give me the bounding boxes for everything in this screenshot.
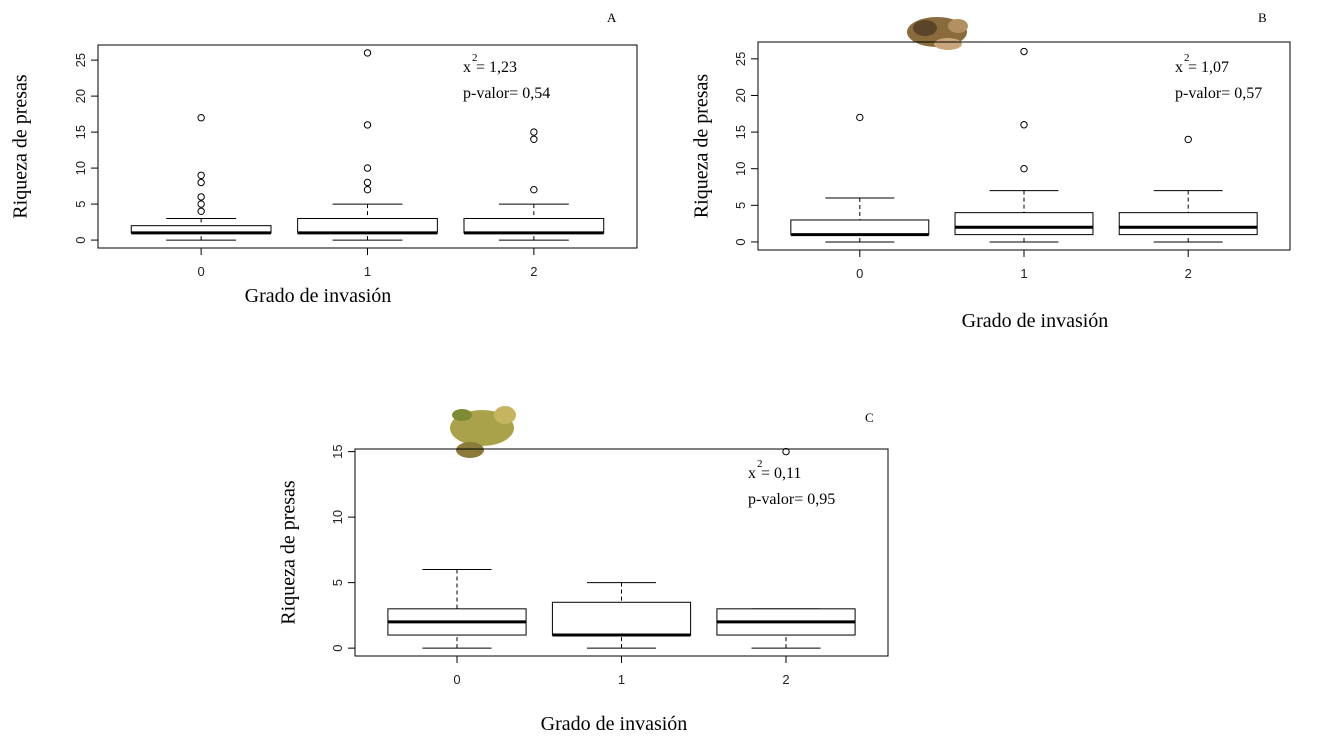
y-axis-title: Riqueza de presas xyxy=(10,74,32,219)
box xyxy=(954,212,1094,236)
p-value: p-valor= 0,54 xyxy=(463,85,550,102)
outlier xyxy=(530,135,538,144)
outlier xyxy=(363,121,372,129)
x-tick-label: 0 xyxy=(453,672,460,687)
box xyxy=(297,217,438,234)
outlier xyxy=(363,185,372,194)
outlier xyxy=(856,113,864,122)
y-tick-label: 10 xyxy=(330,510,345,524)
y-axis-title: Riqueza de presas xyxy=(278,480,300,625)
x-axis-title: Grado de invasión xyxy=(541,713,688,735)
box xyxy=(463,217,605,234)
box xyxy=(790,219,930,236)
frog-icon-c xyxy=(450,406,516,458)
p-value: p-valor= 0,57 xyxy=(1175,85,1262,102)
y-tick-label: 15 xyxy=(73,125,88,139)
y-tick-label: 0 xyxy=(330,645,345,652)
box xyxy=(1118,212,1258,236)
x-tick-label: 1 xyxy=(364,264,371,279)
x-tick-label: 1 xyxy=(1020,266,1027,281)
box xyxy=(551,601,692,636)
outlier xyxy=(197,114,205,122)
outlier xyxy=(197,207,205,215)
outlier xyxy=(197,178,205,187)
outlier xyxy=(1184,135,1192,144)
stat-exponent: 2 xyxy=(757,458,763,470)
p-value: p-valor= 0,95 xyxy=(748,491,835,508)
outlier xyxy=(782,447,790,456)
plot-frame xyxy=(97,44,638,249)
y-axis-title: Riqueza de presas xyxy=(691,74,713,219)
y-tick-label: 15 xyxy=(733,125,748,139)
stat-symbol: x xyxy=(1175,59,1183,76)
outlier xyxy=(1020,165,1028,173)
outlier xyxy=(530,128,538,136)
panel: 0 5 10 15 20 25 0 1 2 B Riqueza de presas Grado de … xyxy=(691,10,1291,332)
y-tick-label: 25 xyxy=(73,53,88,67)
outlier xyxy=(363,164,372,172)
outlier xyxy=(197,171,205,179)
outlier xyxy=(197,200,205,208)
x-tick-label: 1 xyxy=(618,672,625,687)
y-tick-label: 10 xyxy=(73,161,88,175)
outlier xyxy=(1020,47,1028,56)
outlier xyxy=(1020,121,1028,129)
x-tick-label: 2 xyxy=(782,672,789,687)
stat-symbol: x xyxy=(463,59,471,76)
y-tick-label: 10 xyxy=(733,161,748,175)
outlier xyxy=(197,193,205,201)
stat-exponent: 2 xyxy=(1184,52,1190,64)
panel-label: A xyxy=(607,10,617,25)
panel: 0 5 10 15 0 1 2 C Riqueza de presas Grado de inva… xyxy=(278,410,889,735)
x-axis-title: Grado de invasión xyxy=(245,285,392,307)
outlier xyxy=(363,178,372,187)
y-tick-label: 20 xyxy=(733,88,748,102)
x-tick-label: 0 xyxy=(856,266,863,281)
outlier xyxy=(363,49,372,57)
y-tick-label: 5 xyxy=(73,200,88,207)
panel-label: C xyxy=(865,410,874,425)
outlier xyxy=(530,185,538,194)
panel: 0 5 10 15 20 25 0 1 2 A Riqueza de presas Grado de … xyxy=(10,10,638,307)
y-tick-label: 0 xyxy=(733,238,748,245)
x-axis-title: Grado de invasión xyxy=(962,310,1109,332)
stat-value: = 0,11 xyxy=(761,465,801,482)
x-tick-label: 2 xyxy=(530,264,537,279)
stat-value: = 1,07 xyxy=(1188,59,1229,76)
frog-icon-b xyxy=(907,17,968,50)
y-tick-label: 20 xyxy=(73,89,88,103)
x-tick-label: 0 xyxy=(198,264,205,279)
y-tick-label: 0 xyxy=(73,236,88,243)
y-tick-label: 25 xyxy=(733,52,748,66)
stat-symbol: x xyxy=(748,465,756,482)
stat-value: = 1,23 xyxy=(476,59,517,76)
stat-exponent: 2 xyxy=(472,52,478,64)
panel-label: B xyxy=(1258,10,1267,25)
y-tick-label: 15 xyxy=(330,444,345,458)
y-tick-label: 5 xyxy=(330,579,345,586)
x-tick-label: 2 xyxy=(1185,266,1192,281)
y-tick-label: 5 xyxy=(733,202,748,209)
